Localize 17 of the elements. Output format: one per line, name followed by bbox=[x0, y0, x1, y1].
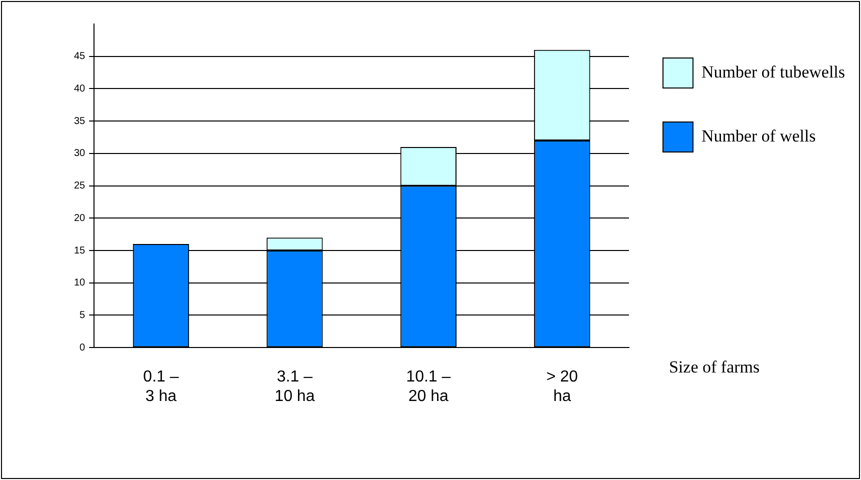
x-tick-label: > 20 ha bbox=[546, 368, 578, 405]
y-tick-label: 0 bbox=[80, 342, 86, 354]
y-tick-label: 35 bbox=[74, 116, 86, 127]
x-tick-label: 10.1 – 20 ha bbox=[406, 368, 451, 405]
legend-label: Number of wells bbox=[701, 126, 816, 146]
x-tick-label: 3.1 – 10 ha bbox=[274, 368, 315, 405]
y-tick-label: 30 bbox=[74, 148, 86, 160]
y-tick-label: 10 bbox=[74, 278, 86, 289]
y-tick-label: 25 bbox=[74, 180, 86, 192]
y-tick-label: 40 bbox=[74, 83, 86, 94]
x-tick-label: 0.1 – 3 ha bbox=[143, 368, 179, 405]
y-tick-label: 20 bbox=[74, 212, 86, 224]
y-tick-label: 45 bbox=[74, 51, 86, 62]
legend-label: Number of tubewells bbox=[701, 62, 846, 82]
x-axis-title: Size of farms bbox=[668, 358, 760, 377]
y-tick-label: 5 bbox=[80, 310, 86, 321]
y-tick-label: 15 bbox=[74, 245, 86, 256]
